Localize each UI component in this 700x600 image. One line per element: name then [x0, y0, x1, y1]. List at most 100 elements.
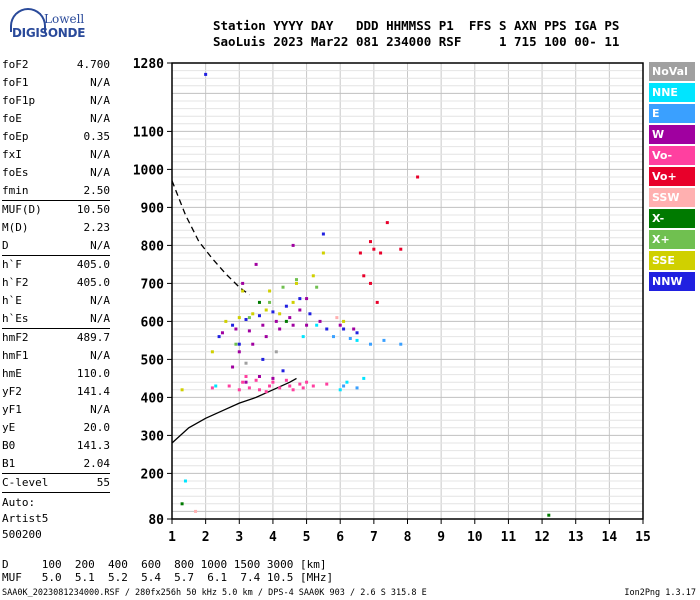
echo-point-w	[291, 323, 295, 327]
echo-point-voplus	[368, 281, 372, 285]
polarization-legend: NoVal NNE E W Vo- Vo+ SSW X- X+ SSE NNW	[649, 62, 695, 293]
echo-point-w	[234, 327, 238, 331]
param-row: foEs N/A	[2, 164, 110, 182]
param-value: 405.0	[76, 258, 110, 271]
legend-item-sse: SSE	[649, 251, 695, 270]
param-name: foEs	[2, 166, 29, 179]
y-tick-label: 200	[141, 467, 165, 482]
param-value: 141.3	[76, 439, 110, 452]
param-row: hmE 110.0	[2, 365, 110, 383]
echo-point-vominus	[284, 378, 288, 382]
y-tick-label: 500	[141, 353, 165, 368]
param-row: foEp 0.35	[2, 128, 110, 146]
echo-point-w	[247, 329, 251, 333]
echo-point-w	[352, 327, 356, 331]
echo-point-vominus	[271, 380, 275, 384]
param-name: h`E	[2, 294, 22, 307]
param-row: yF1 N/A	[2, 401, 110, 419]
param-name: foE	[2, 112, 22, 125]
echo-point-voplus	[375, 300, 379, 304]
parameter-panel: foF2 4.700 foF1 N/A foF1p N/A foE N/A foEp 0.35 fx…	[2, 56, 110, 543]
y-tick-label: 1280	[133, 57, 164, 72]
autoscaler-line: Auto:	[2, 496, 36, 509]
y-tick-label: 300	[141, 429, 165, 444]
echo-point-nne	[362, 376, 366, 380]
param-name: yE	[2, 421, 16, 434]
param-row: h`E N/A	[2, 292, 110, 310]
param-name: foEp	[2, 130, 29, 143]
version-label: Ion2Png 1.3.17	[624, 588, 696, 598]
echo-point-nne	[183, 479, 187, 483]
echo-point-sse	[294, 281, 298, 285]
echo-point-nnw	[231, 323, 235, 327]
echo-point-vominus	[254, 378, 258, 382]
param-name: hmF2	[2, 331, 29, 344]
param-row: foF1p N/A	[2, 92, 110, 110]
distance-row: D 100 200 400 600 800 1000 1500 3000 [km…	[2, 558, 327, 571]
echo-point-voplus	[368, 240, 372, 244]
param-value: 141.4	[76, 385, 110, 398]
x-tick-label: 12	[534, 530, 550, 545]
param-value: N/A	[90, 112, 110, 125]
echo-point-voplus	[362, 274, 366, 278]
echo-point-e	[348, 337, 352, 340]
echo-point-nnw	[342, 327, 346, 331]
echo-point-e	[355, 386, 359, 390]
param-row: fmin 2.50	[2, 182, 110, 200]
echo-point-ssw	[335, 316, 339, 320]
echo-point-vominus	[298, 382, 302, 386]
x-tick-label: 13	[568, 530, 584, 545]
param-row: hmF1 N/A	[2, 347, 110, 365]
echo-point-nne	[214, 384, 218, 388]
echo-point-vominus	[237, 388, 241, 392]
echo-point-w	[305, 297, 309, 301]
echo-point-nnw	[217, 335, 221, 339]
echo-point-sse	[268, 289, 272, 293]
echo-point-w	[298, 308, 302, 312]
param-value: 55	[96, 476, 110, 489]
x-tick-label: 4	[269, 530, 277, 545]
x-tick-label: 6	[336, 530, 344, 545]
echo-point-vominus	[227, 384, 231, 388]
param-name: B0	[2, 439, 16, 452]
profile-curve-solid	[171, 377, 297, 444]
echo-point-vominus	[301, 386, 305, 390]
station-header: Station YYYY DAY DDD HHMMSS P1 FFS S AXN…	[213, 18, 619, 50]
logo-line1: Lowell	[44, 12, 85, 26]
param-value: 10.50	[76, 203, 110, 216]
echo-point-nnw	[281, 369, 285, 373]
echo-point-w	[338, 323, 342, 327]
y-tick-label: 800	[141, 239, 165, 254]
echo-point-w	[251, 342, 255, 346]
file-info: SAA0K_2023081234000.RSF / 280fx256h 50 k…	[2, 588, 427, 598]
y-tick-label: 400	[141, 391, 165, 406]
auto-separator	[2, 492, 110, 495]
echo-point-w	[271, 376, 275, 380]
x-tick-label: 9	[437, 530, 445, 545]
echo-point-noval	[274, 350, 278, 354]
echo-point-sse	[264, 308, 268, 312]
param-name: h`F2	[2, 276, 29, 289]
echo-point-xplus	[294, 278, 298, 282]
header-line1: Station YYYY DAY DDD HHMMSS P1 FFS S AXN…	[213, 18, 620, 33]
echo-point-vominus	[288, 384, 292, 388]
echo-point-xplus	[281, 285, 285, 289]
echo-point-sse	[321, 251, 325, 255]
param-row: yE 20.0	[2, 419, 110, 437]
legend-item-nnw: NNW	[649, 272, 695, 291]
param-name: fxI	[2, 148, 22, 161]
echo-point-nnw	[244, 318, 248, 321]
echo-point-nnw	[284, 304, 288, 308]
legend-item-ssw: SSW	[649, 188, 695, 207]
echo-point-xplus	[268, 300, 272, 304]
echo-point-sse	[237, 316, 241, 320]
echo-point-nnw	[321, 232, 325, 236]
legend-item-xminus: X-	[649, 209, 695, 228]
echo-point-vominus	[268, 384, 272, 388]
echo-point-xplus	[315, 285, 319, 289]
echo-point-xminus	[180, 502, 184, 506]
param-name: MUF(D)	[2, 203, 42, 216]
echo-point-e	[368, 342, 372, 346]
param-name: D	[2, 239, 9, 252]
